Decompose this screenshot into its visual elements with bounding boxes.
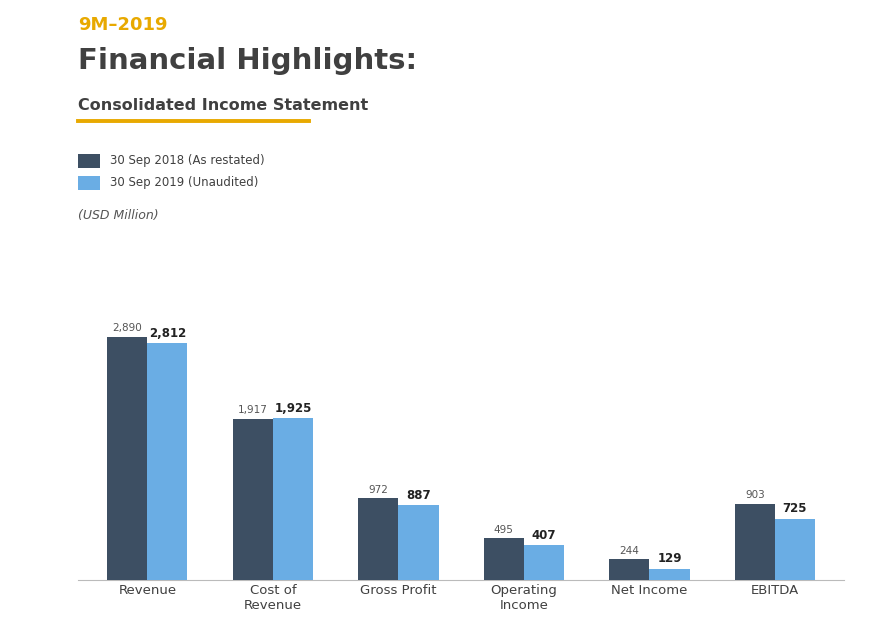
Text: 244: 244 [619,546,639,556]
Bar [147,343,188,580]
Bar [733,504,774,580]
Text: Financial Highlights:: Financial Highlights: [78,47,417,75]
Text: Consolidated Income Statement: Consolidated Income Statement [78,98,368,113]
Text: 887: 887 [406,489,430,501]
Bar [107,337,147,580]
Bar [774,518,814,580]
Bar [608,559,648,580]
Text: 407: 407 [531,529,555,542]
Bar [483,538,523,580]
Text: 2,890: 2,890 [112,323,142,333]
Text: 9M–2019: 9M–2019 [78,16,168,34]
Text: 1,925: 1,925 [274,401,311,415]
Text: 903: 903 [744,490,764,500]
Text: 972: 972 [368,484,388,495]
Text: 30 Sep 2018 (As restated): 30 Sep 2018 (As restated) [110,154,265,167]
Text: 725: 725 [782,502,806,515]
Bar [398,505,438,580]
Bar [358,498,398,580]
Bar [523,546,563,580]
Bar [232,418,273,580]
Text: 495: 495 [494,525,513,535]
Bar [273,418,313,580]
Text: 1,917: 1,917 [237,405,268,415]
Bar [648,569,689,580]
Text: 129: 129 [656,553,681,565]
Text: 2,812: 2,812 [149,327,186,340]
Text: 30 Sep 2019 (Unaudited): 30 Sep 2019 (Unaudited) [110,176,259,189]
Text: (USD Million): (USD Million) [78,209,159,222]
